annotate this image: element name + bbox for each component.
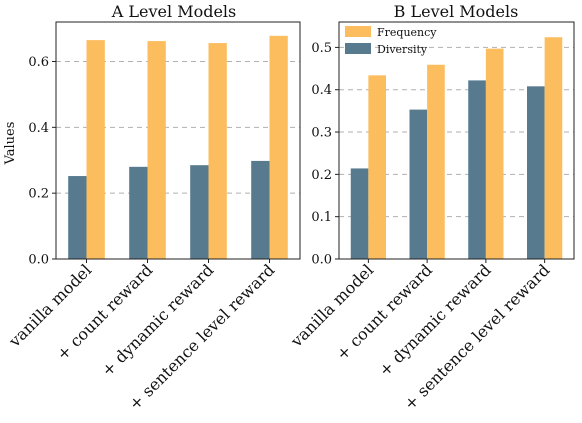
y-tick-label: 0.0: [311, 253, 332, 268]
y-axis-label-a: Values: [3, 122, 18, 166]
x-ticks-b: vanilla model+ count reward+ dynamic rew…: [286, 259, 553, 414]
bar-frequency-a: [86, 40, 105, 259]
y-tick-label: 0.6: [28, 55, 49, 70]
y-ticks-b: 0.0 0.1 0.2 0.3 0.4 0.5: [311, 41, 339, 268]
bar-diversity-a: [190, 165, 209, 259]
x-tick-label: + dynamic reward: [375, 260, 495, 380]
y-tick-label: 0.1: [311, 210, 332, 225]
bars-b: [350, 37, 563, 260]
axes-a: [55, 21, 301, 260]
chart-panel-b: B Level Models 0.0 0.1 0.2 0.3 0.4 0.5 vanill…: [286, 2, 575, 414]
bar-diversity-a: [251, 160, 270, 259]
bars-a: [68, 35, 288, 260]
legend-swatch-diversity: [345, 43, 371, 54]
bar-frequency-b: [544, 37, 563, 259]
y-tick-label: 0.4: [311, 83, 332, 98]
bar-frequency-a: [269, 35, 288, 260]
bar-diversity-b: [468, 80, 486, 260]
legend-label-frequency: Frequency: [377, 26, 437, 39]
chart-title-b: B Level Models: [394, 2, 519, 21]
axes-frame: [338, 21, 575, 260]
y-tick-label: 0.2: [28, 187, 49, 202]
bar-frequency-b: [427, 64, 445, 259]
legend-swatch-frequency: [345, 26, 371, 37]
y-tick-label: 0.4: [28, 121, 49, 136]
x-ticks-a: vanilla model+ count reward+ dynamic rew…: [4, 259, 278, 414]
y-tick-label: 0.0: [28, 253, 49, 268]
y-tick-label: 0.5: [311, 41, 332, 56]
legend-label-diversity: Diversity: [377, 43, 428, 56]
bar-frequency-a: [147, 41, 166, 259]
bar-diversity-b: [409, 109, 428, 260]
bar-frequency-a: [208, 43, 227, 259]
x-tick-label: + dynamic reward: [98, 260, 218, 380]
y-ticks-a: 0.0 0.2 0.4 0.6: [28, 55, 56, 268]
bar-frequency-b: [485, 48, 504, 259]
bar-diversity-a: [68, 176, 87, 259]
bar-frequency-b: [368, 75, 386, 259]
chart-panel-a: A Level Models Values 0.0 0.2 0.4 0.6 vanil…: [3, 2, 301, 414]
chart-title-a: A Level Models: [111, 2, 237, 21]
y-tick-label: 0.2: [311, 168, 332, 183]
axes-frame: [55, 21, 301, 260]
legend: Frequency Diversity: [345, 26, 437, 56]
y-tick-label: 0.3: [311, 126, 332, 141]
bar-diversity-a: [129, 166, 148, 259]
axes-b: [338, 21, 575, 260]
bar-diversity-b: [350, 168, 369, 259]
bar-diversity-b: [527, 86, 545, 259]
